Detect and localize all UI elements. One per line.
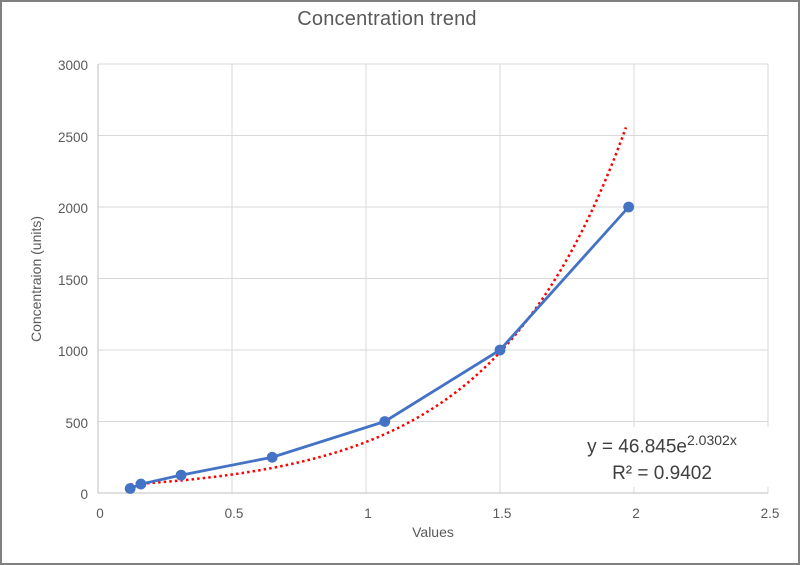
series-marker bbox=[266, 451, 278, 463]
series-marker bbox=[379, 416, 391, 427]
y-axis-tick-label: 0 bbox=[80, 487, 88, 502]
trendline-equation-line: y = 46.845e2.0302x bbox=[587, 432, 737, 458]
chart-title: Concentration trend bbox=[297, 8, 477, 30]
x-axis-tick-label: 0.5 bbox=[224, 506, 244, 521]
x-axis-tick-label: 2.5 bbox=[760, 506, 780, 521]
x-axis-title: Values bbox=[412, 524, 454, 540]
y-axis-tick-label: 3000 bbox=[57, 58, 88, 73]
equation-exponent: 2.0302x bbox=[687, 432, 737, 448]
y-axis-tick-label: 500 bbox=[65, 415, 88, 431]
x-axis-tick-label: 2 bbox=[632, 506, 640, 521]
y-axis-tick-label: 1000 bbox=[57, 344, 88, 359]
series-marker bbox=[623, 201, 635, 213]
series-marker bbox=[494, 344, 506, 356]
x-axis-tick-label: 1 bbox=[364, 506, 372, 521]
x-axis-tick-label: 0 bbox=[96, 506, 104, 521]
y-axis-tick-label: 1500 bbox=[57, 272, 88, 288]
trendline-r-squared: R² = 0.9402 bbox=[612, 463, 712, 485]
y-axis-tick-label: 2500 bbox=[57, 129, 88, 145]
series-marker bbox=[124, 483, 136, 494]
y-axis-tick-label: 2000 bbox=[57, 201, 88, 216]
series-marker bbox=[175, 469, 187, 481]
trendline bbox=[130, 127, 628, 486]
trendline-equation-label: y = 46.845e2.0302x R² = 0.9402 bbox=[545, 427, 779, 488]
series-marker bbox=[135, 478, 147, 490]
x-axis-tick-label: 1.5 bbox=[492, 506, 512, 521]
